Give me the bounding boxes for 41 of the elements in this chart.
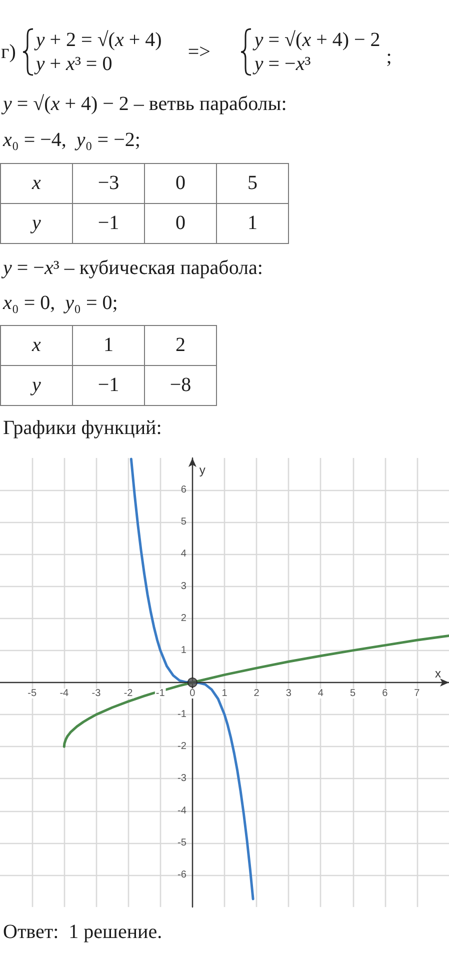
text: => (188, 40, 210, 64)
table-frame: x 1 2 y −1 −8 (0, 325, 217, 406)
y-tick-label: -5 (178, 837, 187, 848)
y-tick-label: 3 (180, 580, 187, 592)
x-tick-label: 0 (190, 688, 196, 699)
y-axis-title: y (199, 463, 206, 477)
y-tick-label: 5 (180, 516, 187, 528)
y-tick-label: 6 (180, 484, 187, 496)
x-tick-label: -4 (60, 688, 70, 699)
y-tick-label: -2 (178, 741, 187, 752)
text: y + x³ = 0 (36, 52, 114, 76)
x-tick-label: 1 (222, 688, 228, 699)
x-tick-label: -3 (92, 688, 102, 699)
text: г) (0, 40, 16, 64)
y-tick-label: -1 (178, 709, 187, 720)
text: x₀ = −4, y₀ = −2; (2, 128, 140, 152)
text: Ответ: 1 решение. (2, 920, 162, 944)
chart-title: Графики функций: (2, 416, 162, 440)
x-tick-label: 2 (254, 688, 260, 699)
y-tick-label: -4 (178, 805, 187, 816)
x-tick-label: 4 (318, 688, 324, 699)
text: y + 2 = √(x + 4) (36, 28, 162, 52)
x-tick-label: -1 (156, 688, 166, 699)
x-tick-label: 5 (350, 688, 356, 699)
y-tick-label: 2 (180, 612, 187, 624)
text: ; (386, 45, 392, 69)
y-tick-label: -6 (178, 869, 187, 880)
text: y = √(x + 4) − 2 (254, 28, 380, 52)
y-tick-label: -3 (178, 773, 187, 784)
text: y = √(x + 4) − 2 – ветвь параболы: (0, 92, 287, 116)
x-axis-title: x (435, 666, 441, 680)
text: y = −x³ (254, 52, 312, 76)
y-tick-label: 1 (180, 644, 187, 656)
text: y = −x³ – кубическая парабола: (0, 256, 263, 280)
x-tick-label: 3 (286, 688, 292, 699)
x-tick-label: 6 (382, 688, 388, 699)
x-tick-label: -5 (28, 688, 37, 699)
x-tick-label: 7 (414, 688, 420, 699)
y-tick-label: 4 (180, 548, 187, 560)
x-tick-label: -2 (124, 688, 134, 699)
text: x₀ = 0, y₀ = 0; (2, 291, 118, 315)
